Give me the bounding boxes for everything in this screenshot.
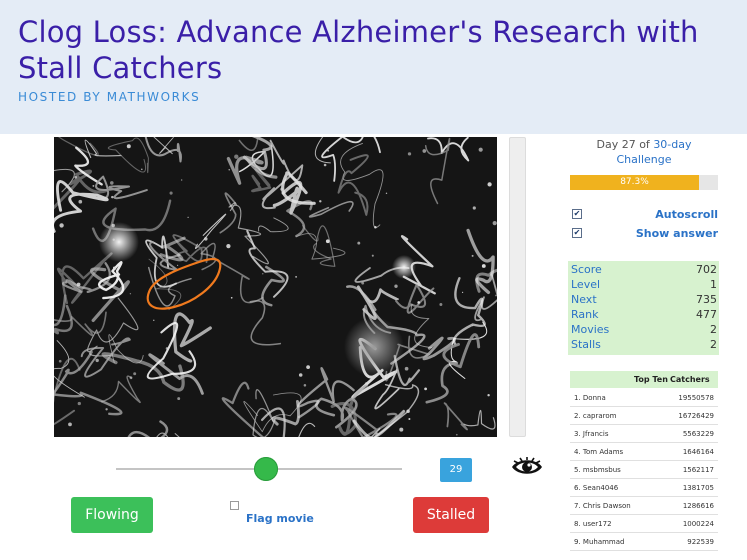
vessel-video[interactable] — [54, 137, 497, 437]
flowing-button[interactable]: Flowing — [71, 497, 153, 533]
leaderboard-row: 2. caprarom 16726429 — [570, 407, 718, 425]
leaderboard-name: 1. Donna — [574, 394, 606, 402]
flag-movie-checkbox[interactable] — [230, 501, 239, 510]
stat-row-next: Next 735 — [568, 292, 719, 307]
stat-value: 735 — [696, 293, 717, 306]
frame-slider-thumb[interactable] — [254, 457, 278, 481]
challenge-progress-bar: 87.3% — [570, 175, 718, 190]
leaderboard-name: 4. Tom Adams — [574, 448, 624, 456]
autoscroll-checkbox[interactable]: ✔ — [572, 209, 582, 219]
leaderboard-name: 5. msbmsbus — [574, 466, 621, 474]
vessel-outline — [146, 257, 222, 310]
vessel-image — [54, 137, 497, 437]
leaderboard-name: 9. Muhammad — [574, 538, 625, 546]
stat-value: 477 — [696, 308, 717, 321]
leaderboard-score: 1381705 — [682, 484, 714, 492]
show-answer-label[interactable]: Show answer — [635, 227, 718, 240]
leaderboard-score: 16726429 — [678, 412, 714, 420]
stat-value: 2 — [710, 338, 717, 351]
leaderboard-row: 1. Donna 19550578 — [570, 389, 718, 407]
page-header: Clog Loss: Advance Alzheimer's Research … — [0, 0, 747, 134]
leaderboard-score: 19550578 — [678, 394, 714, 402]
stat-label: Movies — [571, 323, 610, 336]
stat-value: 2 — [710, 323, 717, 336]
page-subtitle: HOSTED BY MATHWORKS — [18, 90, 201, 104]
frame-number: 29 — [440, 458, 472, 482]
leaderboard-name: 2. caprarom — [574, 412, 617, 420]
leaderboard-name: 8. user172 — [574, 520, 612, 528]
stat-value: 702 — [696, 263, 717, 276]
leaderboard-row: 8. user172 1000224 — [570, 515, 718, 533]
leaderboard-header-left: Top Ten — [634, 375, 668, 384]
leaderboard-score: 922539 — [687, 538, 714, 546]
flag-movie-label[interactable]: Flag movie — [246, 512, 314, 525]
video-scrollbar[interactable] — [509, 137, 526, 437]
stat-label: Score — [571, 263, 602, 276]
leaderboard-score: 1562117 — [682, 466, 714, 474]
stat-label: Level — [571, 278, 601, 291]
eye-icon[interactable] — [510, 454, 544, 480]
autoscroll-label[interactable]: Autoscroll — [655, 208, 718, 221]
leaderboard-name: 6. Sean4046 — [574, 484, 619, 492]
leaderboard-name: 3. Jfrancis — [574, 430, 609, 438]
show-answer-checkbox[interactable]: ✔ — [572, 228, 582, 238]
leaderboard-header: Top Ten Catchers — [570, 371, 718, 388]
stat-value: 1 — [710, 278, 717, 291]
stat-row-level: Level 1 — [568, 277, 719, 292]
challenge-day-link[interactable]: 30-day — [653, 138, 692, 151]
page-title: Clog Loss: Advance Alzheimer's Research … — [18, 15, 699, 85]
challenge-day-prefix: Day 27 of — [596, 138, 650, 151]
leaderboard-row: 9. Muhammad 922539 — [570, 533, 718, 551]
leaderboard-row: 3. Jfrancis 5563229 — [570, 425, 718, 443]
stat-label: Rank — [571, 308, 599, 321]
leaderboard-row: 6. Sean4046 1381705 — [570, 479, 718, 497]
stat-row-movies: Movies 2 — [568, 322, 719, 337]
stat-label: Stalls — [571, 338, 601, 351]
leaderboard-header-right: Catchers — [670, 375, 710, 384]
challenge-progress-label: 87.3% — [620, 177, 649, 187]
stat-row-rank: Rank 477 — [568, 307, 719, 322]
stalled-button[interactable]: Stalled — [413, 497, 489, 533]
stats-panel: Score 702 Level 1 Next 735 Rank 477 Movi… — [568, 261, 719, 355]
leaderboard-score: 5563229 — [682, 430, 714, 438]
stat-label: Next — [571, 293, 597, 306]
leaderboard-score: 1000224 — [682, 520, 714, 528]
leaderboard-score: 1646164 — [682, 448, 714, 456]
challenge-progress-fill — [570, 175, 700, 190]
leaderboard-score: 1286616 — [682, 502, 714, 510]
leaderboard-name: 7. Chris Dawson — [574, 502, 631, 510]
stat-row-stalls: Stalls 2 — [568, 337, 719, 352]
leaderboard-row: 5. msbmsbus 1562117 — [570, 461, 718, 479]
stat-row-score: Score 702 — [568, 262, 719, 277]
leaderboard-row: 4. Tom Adams 1646164 — [570, 443, 718, 461]
challenge-label[interactable]: Challenge — [616, 153, 672, 166]
challenge-day: Day 27 of 30-day Challenge — [570, 137, 718, 167]
leaderboard-row: 7. Chris Dawson 1286616 — [570, 497, 718, 515]
